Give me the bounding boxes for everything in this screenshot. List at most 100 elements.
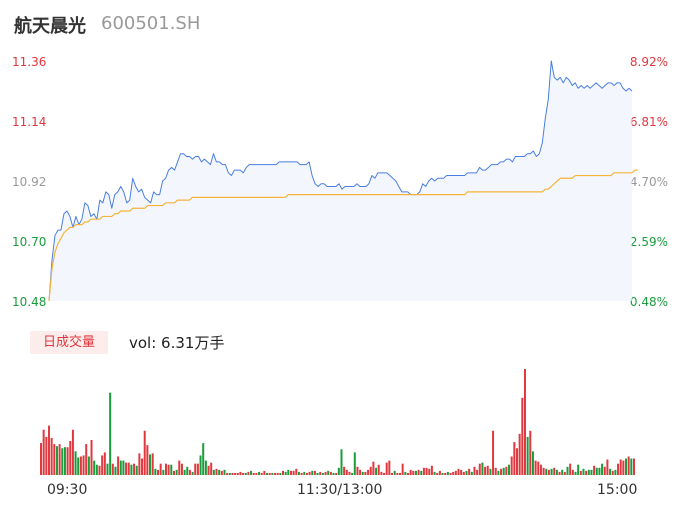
- volume-bar: [500, 468, 503, 475]
- volume-bar: [74, 451, 77, 475]
- volume-bar: [135, 465, 138, 475]
- volume-bar: [138, 453, 141, 475]
- volume-bar: [351, 472, 354, 475]
- volume-bar: [550, 468, 553, 475]
- volume-bar: [146, 445, 149, 475]
- volume-bar: [422, 467, 425, 475]
- volume-bar: [585, 470, 588, 475]
- volume-bar: [625, 458, 628, 475]
- y-right-tick-2: 4.70%: [629, 175, 668, 189]
- volume-bar: [202, 443, 205, 475]
- volume-bar: [380, 471, 383, 475]
- volume-bar: [55, 446, 58, 475]
- volume-bar: [79, 456, 82, 475]
- volume-bar: [61, 448, 64, 475]
- volume-bar: [313, 470, 316, 475]
- volume-bar: [553, 467, 556, 475]
- volume-bar: [111, 463, 114, 475]
- volume-bar: [335, 472, 338, 475]
- volume-bar: [622, 460, 625, 475]
- volume-bar: [375, 467, 378, 475]
- volume-tab[interactable]: 日成交量: [30, 331, 108, 354]
- volume-bar: [343, 466, 346, 475]
- volume-bar: [106, 463, 109, 475]
- volume-bar: [125, 462, 128, 475]
- volume-bar: [513, 442, 516, 475]
- volume-bar: [244, 472, 247, 475]
- volume-bar: [412, 470, 415, 475]
- volume-bar: [409, 469, 412, 475]
- volume-bar: [231, 472, 234, 475]
- volume-bar: [300, 472, 303, 475]
- y-left-tick-1: 11.14: [12, 115, 47, 129]
- y-left-tick-3: 10.70: [12, 235, 47, 249]
- volume-bar: [404, 471, 407, 475]
- volume-bar: [420, 470, 423, 475]
- volume-bar: [633, 458, 635, 475]
- volume-bar: [151, 453, 154, 475]
- volume-bar: [526, 436, 529, 475]
- volume-bar: [444, 472, 447, 475]
- y-right-tick-1: 6.81%: [629, 115, 668, 129]
- volume-bar: [539, 464, 542, 475]
- price-line: [48, 60, 633, 302]
- volume-bar: [149, 454, 152, 475]
- volume-bar: [276, 472, 279, 475]
- volume-bar: [164, 463, 167, 475]
- volume-bar: [502, 467, 505, 475]
- volume-bar: [337, 467, 340, 475]
- y-left-tick-2: 10.92: [12, 175, 47, 189]
- volume-bar: [170, 464, 173, 475]
- volume-bar: [82, 455, 85, 475]
- x-tick-midday: 11:30/13:00: [297, 482, 383, 498]
- volume-bar: [460, 469, 463, 475]
- volume-bar: [284, 471, 287, 475]
- volume-bar: [393, 470, 396, 475]
- volume-bar: [492, 430, 495, 475]
- volume-bar: [175, 469, 178, 475]
- volume-bar: [324, 471, 327, 475]
- volume-bar: [396, 472, 399, 475]
- volume-bar: [159, 463, 162, 475]
- volume-bar: [95, 464, 98, 475]
- volume-bar: [473, 466, 476, 475]
- volume-bar: [316, 472, 319, 475]
- volume-bar: [617, 463, 620, 475]
- volume-bar: [66, 447, 69, 475]
- volume-bar: [356, 466, 359, 475]
- volume-bar: [401, 463, 404, 475]
- volume-bar: [436, 472, 439, 475]
- volume-bar: [178, 460, 181, 475]
- volume-bar: [90, 440, 93, 475]
- volume-bar: [172, 470, 175, 475]
- volume-bar: [590, 469, 593, 475]
- volume-bar: [114, 466, 117, 475]
- volume-bar: [457, 468, 460, 475]
- volume-bar: [122, 460, 125, 475]
- volume-bar: [287, 469, 290, 475]
- volume-bar: [167, 464, 170, 475]
- average-price-line: [48, 169, 638, 302]
- volume-bar: [281, 470, 284, 475]
- volume-bar: [582, 468, 585, 475]
- volume-bar: [521, 397, 524, 475]
- volume-bar: [462, 471, 465, 475]
- volume-bar: [239, 471, 242, 475]
- volume-bar: [220, 470, 223, 475]
- volume-bar: [45, 436, 48, 475]
- volume-bar: [428, 468, 431, 475]
- volume-bar: [619, 459, 622, 475]
- volume-bar: [372, 461, 375, 475]
- volume-bar: [345, 469, 348, 475]
- volume-bar: [414, 470, 417, 475]
- volume-bar: [162, 469, 165, 475]
- volume-bar: [329, 471, 332, 475]
- volume-bar: [295, 468, 298, 475]
- volume-bar: [236, 472, 239, 475]
- volume-readout: vol: 6.31万手: [129, 334, 225, 352]
- volume-bar: [279, 472, 282, 475]
- x-tick-close: 15:00: [597, 482, 638, 498]
- volume-bar: [194, 463, 197, 475]
- volume-bar: [446, 471, 449, 475]
- stock-name: 航天晨光: [14, 16, 86, 37]
